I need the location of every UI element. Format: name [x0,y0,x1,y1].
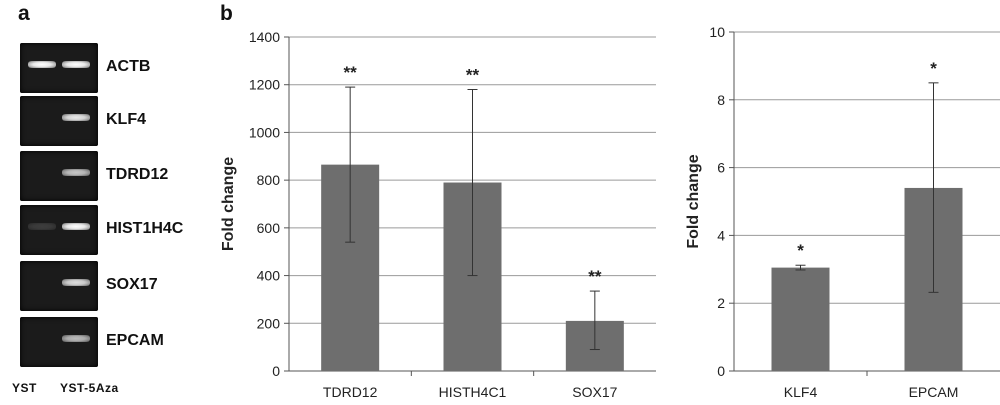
y-tick-label: 4 [717,227,725,243]
y-tick-label: 1000 [249,124,280,140]
band-yst-5aza [62,223,90,230]
band-yst-5aza [62,61,90,68]
lane-label-yst-5aza: YST-5Aza [60,381,119,395]
gel-lane-sox17 [20,261,98,311]
bar-chart-2: 0 2 4 6 8 10 Fold change * KLF4 * EPCAM [685,24,1000,400]
gene-label-epcam: EPCAM [106,332,164,349]
y-tick-label: 10 [709,24,725,40]
y-tick-label: 8 [717,92,725,108]
band-yst-5aza [62,279,90,286]
gene-label-actb: ACTB [106,58,151,75]
band-yst-5aza [62,169,90,176]
significance-marker: * [930,59,937,78]
x-tick-label: TDRD12 [323,384,378,400]
band-yst-5aza [62,114,90,121]
bar-chart-1: 0 200 400 600 800 1000 1200 1400 Fold change ** TD… [220,29,656,400]
gel-lane-klf4 [20,96,98,146]
y-tick-label: 1400 [249,29,280,45]
x-tick-label: HISTH4C1 [439,384,507,400]
band-yst [28,61,56,68]
band-yst-5aza [62,335,90,342]
y-tick-label: 800 [257,172,281,188]
y-tick-label: 200 [257,315,281,331]
y-tick-label: 0 [272,363,280,379]
gel-lane-tdrd12 [20,151,98,201]
gene-label-hist1h4c: HIST1H4C [106,220,184,237]
y-tick-label: 6 [717,160,725,176]
significance-marker: ** [466,65,480,84]
significance-marker: * [797,241,804,260]
y-tick-label: 400 [257,268,281,284]
lane-label-yst: YST [12,381,37,395]
y-tick-label: 1200 [249,77,280,93]
x-tick-label: EPCAM [909,384,959,400]
y-tick-label: 600 [257,220,281,236]
x-tick-label: KLF4 [784,384,818,400]
y-axis-label: Fold change [685,154,702,248]
gel-lane-epcam [20,317,98,367]
gel-lane-actb [20,43,98,93]
y-tick-label: 2 [717,295,725,311]
panel-a-label: a [18,2,30,25]
bar [771,267,830,371]
x-tick-label: SOX17 [572,384,617,400]
panel-b-label: b [220,2,233,25]
band-yst [28,223,56,230]
gene-label-tdrd12: TDRD12 [106,166,169,183]
y-tick-label: 0 [717,363,725,379]
significance-marker: ** [344,63,358,82]
y-axis-label: Fold change [220,157,237,251]
gene-label-sox17: SOX17 [106,276,158,293]
significance-marker: ** [588,267,602,286]
gene-label-klf4: KLF4 [106,111,146,128]
gel-lane-hist1h4c [20,205,98,255]
